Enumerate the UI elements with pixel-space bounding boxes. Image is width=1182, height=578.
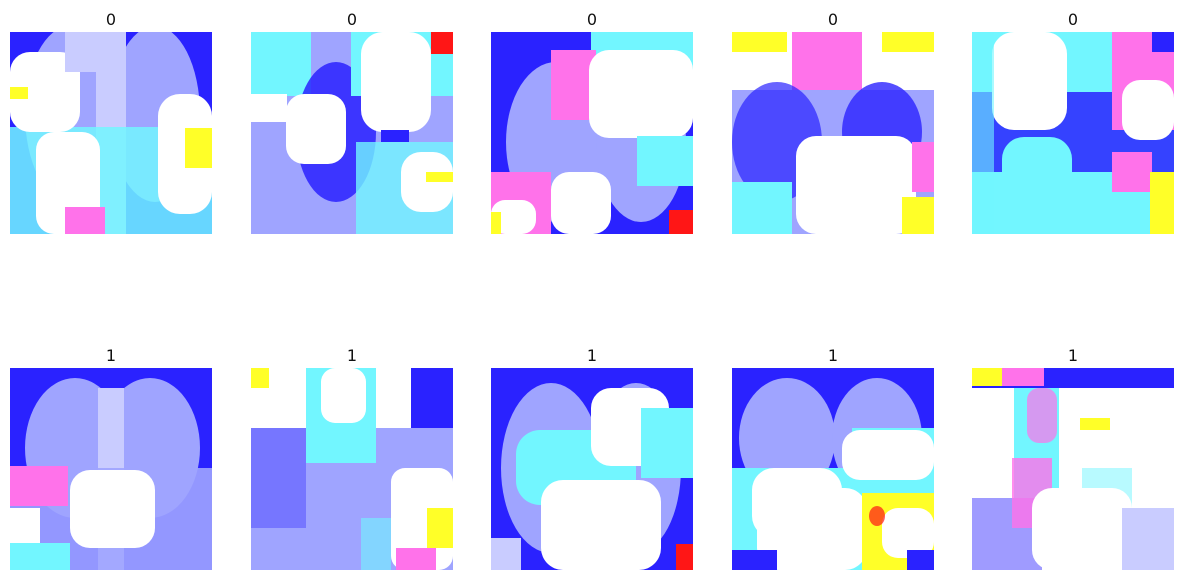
xray-image bbox=[491, 368, 693, 570]
panel-title: 0 bbox=[105, 10, 117, 29]
panel-row1-col1: 1 bbox=[251, 344, 453, 570]
panel-title: 1 bbox=[586, 346, 598, 365]
panel-title: 1 bbox=[827, 346, 839, 365]
xray-image bbox=[972, 368, 1174, 570]
panel-title: 1 bbox=[346, 346, 358, 365]
panel-row0-col4: 0 bbox=[972, 8, 1174, 234]
panel-row1-col4: 1 bbox=[972, 344, 1174, 570]
panel-row1-col0: 1 bbox=[10, 344, 212, 570]
xray-image bbox=[10, 32, 212, 234]
panel-row1-col3: 1 bbox=[732, 344, 934, 570]
panel-row1-col2: 1 bbox=[491, 344, 693, 570]
xray-image bbox=[732, 368, 934, 570]
panel-row0-col3: 0 bbox=[732, 8, 934, 234]
xray-image bbox=[972, 32, 1174, 234]
panel-row0-col1: 0 bbox=[251, 8, 453, 234]
panel-title: 0 bbox=[1067, 10, 1079, 29]
panel-title: 0 bbox=[586, 10, 598, 29]
panel-title: 1 bbox=[1067, 346, 1079, 365]
xray-image bbox=[732, 32, 934, 234]
panel-title: 0 bbox=[346, 10, 358, 29]
panel-title: 0 bbox=[827, 10, 839, 29]
panel-title: 1 bbox=[105, 346, 117, 365]
panel-row0-col0: 0 bbox=[10, 8, 212, 234]
panel-row0-col2: 0 bbox=[491, 8, 693, 234]
xray-image bbox=[251, 368, 453, 570]
xray-image bbox=[10, 368, 212, 570]
xray-image bbox=[491, 32, 693, 234]
xray-image bbox=[251, 32, 453, 234]
